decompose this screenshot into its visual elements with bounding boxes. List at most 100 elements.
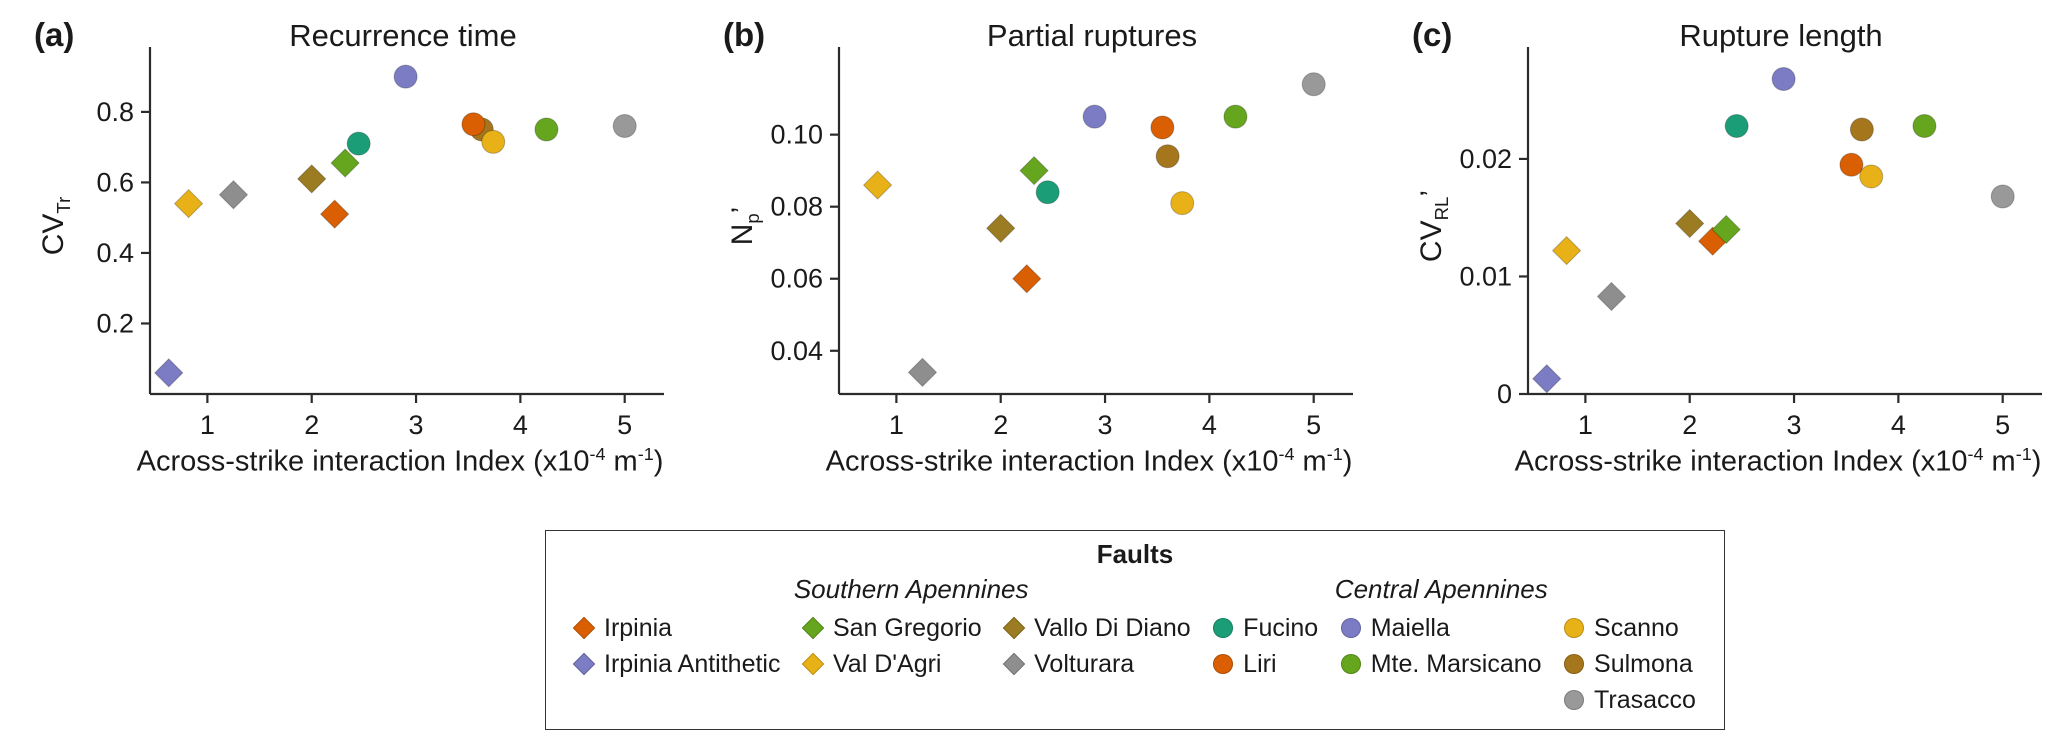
x-tick-label: 1 [1578, 410, 1593, 440]
legend-item-san-gregorio: San Gregorio [801, 610, 982, 646]
legend-column-1: Irpinia Irpinia Antithetic [572, 610, 781, 718]
panel-b-chart-canvas: 1 2 3 4 5 0.04 0.06 0.08 0.10 [770, 47, 1353, 440]
point-scanno [1170, 191, 1195, 216]
circle-marker-icon [1564, 654, 1585, 674]
x-tick-label: 4 [1891, 410, 1906, 440]
panel-b-letter: (b) [723, 16, 766, 53]
diamond-marker-icon [1002, 652, 1026, 676]
legend-item-irpinia: Irpinia [572, 610, 781, 646]
point-trasacco [1990, 184, 2015, 209]
point-fucino [1724, 114, 1749, 138]
circle-marker-icon [1340, 618, 1361, 638]
legend-item-maiella: Maiella [1340, 610, 1542, 646]
diamond-marker-icon [801, 616, 825, 640]
legend-group-central-apennines: Central Apennines [1334, 574, 1548, 604]
legend: Faults Southern Apennines Central Apenni… [545, 530, 1725, 730]
panel-c-title: Rupture length [1679, 18, 1883, 53]
charts-row: (a) Recurrence time CVTr 1 2 3 4 5 0.2 0.4 0.6 0… [0, 4, 2067, 509]
point-val-d-agri [173, 188, 204, 219]
panel-a: (a) Recurrence time CVTr 1 2 3 4 5 0.2 0.4 0.6 0… [0, 4, 689, 509]
point-vallo-di-diano [1675, 208, 1705, 239]
point-volturara [218, 180, 249, 210]
y-tick-label: 0.8 [96, 97, 134, 127]
circle-marker-icon [1564, 618, 1585, 638]
point-scanno [1859, 164, 1884, 189]
legend-label: Maiella [1370, 613, 1450, 642]
x-tick-label: 5 [617, 410, 632, 440]
point-irpinia-antithetic [154, 358, 184, 388]
x-tick-label: 4 [513, 410, 528, 440]
legend-item-sulmona: Sulmona [1564, 646, 1696, 682]
legend-item-mte-marsicano: Mte. Marsicano [1340, 646, 1542, 682]
diamond-marker-icon [801, 652, 825, 676]
x-tick-label: 2 [304, 410, 319, 440]
point-fucino [1035, 180, 1060, 205]
y-tick-label: 0.6 [96, 167, 134, 197]
legend-label: Sulmona [1594, 649, 1693, 678]
panel-c-letter: (c) [1412, 16, 1453, 53]
legend-column-2: San Gregorio Val D'Agri [801, 610, 982, 718]
legend-item-vallo-di-diano: Vallo Di Diano [1002, 610, 1191, 646]
legend-item-val-d-agri: Val D'Agri [801, 646, 982, 682]
legend-label: Irpinia Antithetic [604, 649, 781, 678]
x-tick-label: 2 [1682, 410, 1697, 440]
x-tick-label: 5 [1306, 410, 1321, 440]
circle-marker-icon [1340, 654, 1361, 674]
legend-label: Trasacco [1594, 685, 1696, 714]
x-tick-label: 3 [1787, 410, 1802, 440]
point-irpinia-antithetic [1532, 364, 1562, 394]
point-san-gregorio [1019, 155, 1049, 186]
panel-a-x-axis-label: Across-strike interaction Index (x10-4 m… [136, 444, 664, 478]
legend-column-6: Scanno Sulmona Trasacco [1564, 610, 1696, 718]
panel-c-chart-canvas: 1 2 3 4 5 0 0.01 0.02 [1459, 47, 2042, 440]
point-vallo-di-diano [297, 164, 327, 194]
legend-item-trasacco: Trasacco [1564, 682, 1696, 718]
point-fucino [346, 131, 371, 156]
legend-item-irpinia-antithetic: Irpinia Antithetic [572, 646, 781, 682]
legend-item-liri: Liri [1213, 646, 1318, 682]
circle-marker-icon [1213, 654, 1234, 674]
legend-label: Mte. Marsicano [1370, 649, 1542, 678]
legend-label: Vallo Di Diano [1034, 613, 1191, 642]
panel-b: (b) Partial ruptures Np’ 1 2 3 4 5 0.04 0.06 0.… [689, 4, 1378, 509]
y-tick-label: 0 [1497, 379, 1512, 409]
y-tick-label: 0.2 [96, 308, 134, 338]
point-vallo-di-diano [986, 213, 1016, 244]
point-scanno [481, 129, 506, 154]
point-val-d-agri [862, 170, 893, 200]
point-maiella [1082, 104, 1107, 129]
point-mte-marsicano [1912, 114, 1937, 138]
diamond-marker-icon [572, 652, 596, 676]
point-mte-marsicano [534, 117, 559, 142]
panel-a-title: Recurrence time [289, 18, 517, 53]
point-maiella [393, 64, 418, 89]
legend-label: Val D'Agri [832, 649, 942, 678]
point-trasacco [1301, 72, 1326, 97]
legend-title: Faults [1096, 539, 1174, 569]
legend-label: Irpinia [604, 613, 673, 642]
x-tick-label: 4 [1202, 410, 1217, 440]
panel-b-title: Partial ruptures [986, 18, 1198, 53]
legend-column-4: Fucino Liri [1213, 610, 1318, 718]
legend-column-5: Maiella Mte. Marsicano [1340, 610, 1542, 718]
legend-label: Volturara [1034, 649, 1135, 678]
point-maiella [1771, 66, 1796, 91]
x-tick-label: 3 [1098, 410, 1113, 440]
x-tick-label: 3 [409, 410, 424, 440]
y-tick-label: 0.06 [770, 264, 823, 294]
point-volturara [907, 357, 938, 388]
legend-label: San Gregorio [832, 613, 982, 642]
y-tick-label: 0.04 [770, 336, 823, 366]
point-liri [461, 112, 486, 137]
legend-item-volturara: Volturara [1002, 646, 1191, 682]
point-irpinia [319, 199, 350, 229]
point-volturara [1596, 281, 1627, 312]
legend-columns: Irpinia Irpinia Antithetic San Gregorio Val… [546, 608, 1724, 718]
point-val-d-agri [1551, 235, 1582, 266]
point-trasacco [612, 114, 637, 138]
legend-group-headers: Southern Apennines Central Apennines [546, 570, 1724, 608]
point-mte-marsicano [1223, 104, 1248, 129]
legend-item-fucino: Fucino [1213, 610, 1318, 646]
diamond-marker-icon [1002, 616, 1026, 640]
